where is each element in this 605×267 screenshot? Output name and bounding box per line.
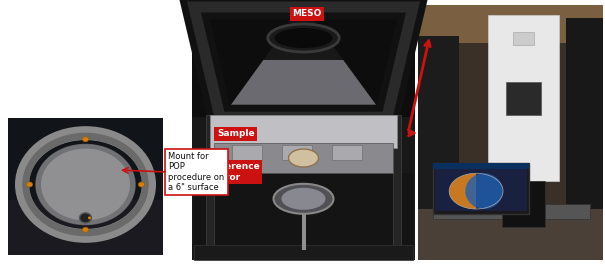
Ellipse shape xyxy=(41,148,130,221)
Ellipse shape xyxy=(36,144,135,225)
Bar xyxy=(433,204,590,219)
Ellipse shape xyxy=(268,24,339,52)
Bar xyxy=(8,200,163,255)
Ellipse shape xyxy=(139,182,145,187)
Polygon shape xyxy=(449,173,476,209)
Bar xyxy=(206,115,214,255)
Polygon shape xyxy=(192,5,303,117)
Bar xyxy=(433,163,529,214)
Bar xyxy=(194,173,413,255)
Bar xyxy=(418,36,459,214)
Ellipse shape xyxy=(273,184,333,214)
Bar xyxy=(8,118,163,255)
Bar xyxy=(506,81,541,115)
Polygon shape xyxy=(303,5,415,117)
Ellipse shape xyxy=(88,216,91,219)
Bar xyxy=(502,181,544,227)
Bar xyxy=(214,143,393,173)
Bar xyxy=(194,245,413,260)
Bar xyxy=(513,32,534,45)
Ellipse shape xyxy=(465,173,503,209)
Bar xyxy=(192,5,415,260)
Ellipse shape xyxy=(275,28,333,48)
Bar xyxy=(282,145,312,160)
Bar xyxy=(418,5,603,260)
Text: Mount for
POP
procedure on
a 6" surface: Mount for POP procedure on a 6" surface xyxy=(168,152,224,192)
Ellipse shape xyxy=(27,182,33,187)
Bar xyxy=(222,60,385,193)
Text: Sample: Sample xyxy=(217,129,255,139)
Ellipse shape xyxy=(289,149,318,167)
Bar xyxy=(418,209,603,260)
Bar xyxy=(332,145,362,160)
Bar xyxy=(566,18,603,222)
Bar xyxy=(418,5,603,43)
Bar xyxy=(488,15,558,181)
Bar xyxy=(433,163,529,169)
Ellipse shape xyxy=(82,137,88,142)
Bar xyxy=(210,115,397,148)
Text: Reference
mirror: Reference mirror xyxy=(208,162,260,182)
Bar xyxy=(232,145,262,160)
Text: MESO: MESO xyxy=(292,10,322,18)
Ellipse shape xyxy=(79,213,91,223)
Bar xyxy=(393,115,401,255)
Ellipse shape xyxy=(82,227,88,232)
Bar xyxy=(301,209,306,250)
Bar xyxy=(435,169,527,211)
Ellipse shape xyxy=(281,188,325,210)
